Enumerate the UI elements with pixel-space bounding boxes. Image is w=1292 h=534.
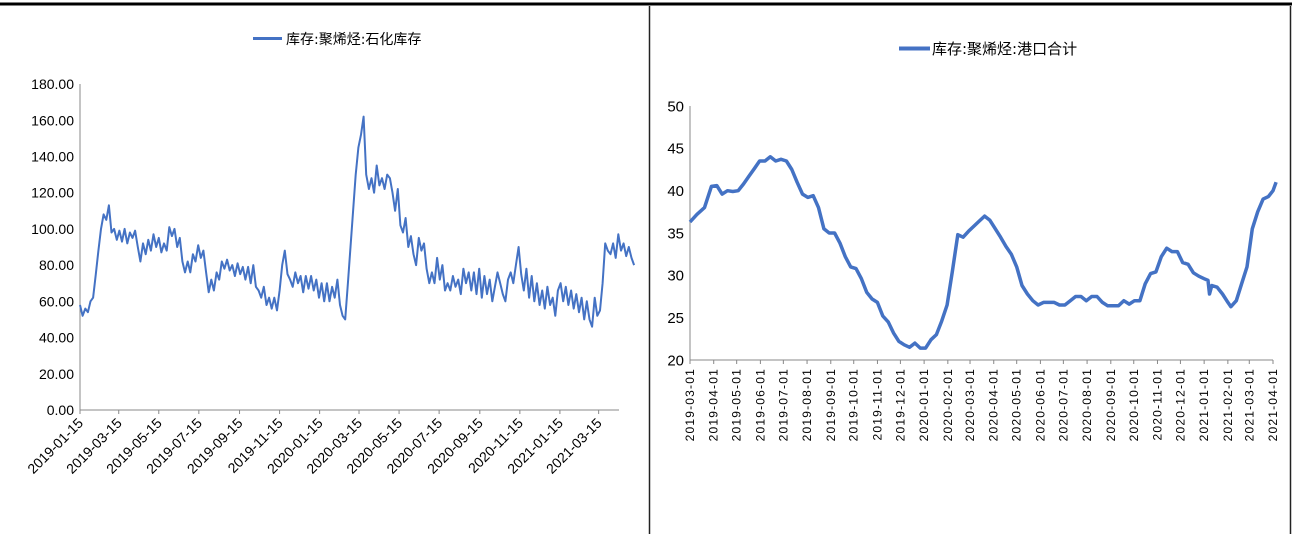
x-tick-label: 2020-11-01: [1150, 368, 1164, 441]
x-tick-label: 2019-06-01: [753, 368, 767, 441]
x-axis-tick-labels: 2019-01-152019-03-152019-05-152019-07-15…: [24, 410, 605, 477]
x-tick-label: 2020-03-01: [963, 368, 977, 441]
x-tick-label: 2021-01-01: [1197, 368, 1211, 441]
y-tick-label: 80.00: [39, 257, 74, 273]
x-tick-label: 2019-03-01: [683, 368, 697, 441]
y-tick-label: 20: [667, 352, 684, 369]
chart-legend: 库存:聚烯烃:石化库存: [253, 32, 421, 48]
x-tick-label: 2020-04-01: [987, 368, 1001, 441]
x-tick-label: 2019-08-01: [800, 368, 814, 441]
legend-label: 库存:聚烯烃:石化库存: [286, 32, 421, 48]
x-tick-label: 2019-04-01: [707, 368, 721, 441]
x-tick-label: 2019-05-01: [730, 368, 744, 441]
x-tick-label: 2019-12-01: [893, 368, 907, 441]
y-tick-label: 160.00: [31, 112, 74, 128]
x-tick-label: 2020-01-01: [917, 368, 931, 441]
y-tick-label: 180.00: [31, 76, 74, 92]
chart-legend: 库存:聚烯烃:港口合计: [899, 40, 1077, 58]
x-tick-label: 2019-09-01: [824, 368, 838, 441]
y-tick-label: 140.00: [31, 148, 74, 164]
x-tick-label: 2021-02-01: [1221, 368, 1235, 441]
x-tick-label: 2019-11-01: [870, 368, 884, 441]
x-tick-label: 2020-02-01: [941, 368, 955, 441]
x-tick-label: 2020-08-01: [1080, 368, 1094, 441]
y-tick-label: 0.00: [47, 402, 74, 418]
chart-petrochem-inventory: 库存:聚烯烃:石化库存 0.00 20.00 40.00 60.00 80.00 100.…: [24, 32, 636, 477]
y-tick-label: 40: [667, 183, 684, 200]
y-tick-label: 100.00: [31, 221, 74, 237]
y-tick-label: 35: [667, 225, 684, 242]
x-tick-label: 2021-04-01: [1266, 368, 1280, 441]
legend-label: 库存:聚烯烃:港口合计: [932, 40, 1077, 58]
x-tick-label: 2021-03-01: [1242, 368, 1256, 441]
x-axis-tick-labels: 2019-03-01 2019-04-01 2019-05-01 2019-06-01…: [683, 360, 1280, 441]
y-tick-label: 25: [667, 310, 684, 327]
y-tick-label: 60.00: [39, 293, 74, 309]
y-tick-label: 30: [667, 268, 684, 285]
x-tick-label: 2020-12-01: [1173, 368, 1187, 441]
y-tick-label: 50: [667, 98, 684, 115]
series-line-port-inventory: [688, 155, 1278, 350]
y-axis-tick-labels: 0.00 20.00 40.00 60.00 80.00 100.00 120.00 140.…: [31, 76, 74, 418]
y-tick-label: 20.00: [39, 366, 74, 382]
x-tick-label: 2019-07-01: [776, 368, 790, 441]
x-tick-label: 2020-05-01: [1010, 368, 1024, 441]
y-tick-label: 120.00: [31, 185, 74, 201]
y-tick-label: 45: [667, 141, 684, 158]
x-tick-label: 2020-10-01: [1127, 368, 1141, 441]
y-axis-tick-labels: 20 25 30 35 40 45 50: [667, 98, 684, 369]
x-tick-label: 2020-09-01: [1104, 368, 1118, 441]
x-tick-label: 2020-07-01: [1056, 368, 1070, 441]
x-tick-label: 2020-06-01: [1033, 368, 1047, 441]
x-tick-label: 2019-10-01: [847, 368, 861, 441]
series-line-petrochem-inventory: [79, 115, 636, 328]
y-tick-label: 40.00: [39, 330, 74, 346]
